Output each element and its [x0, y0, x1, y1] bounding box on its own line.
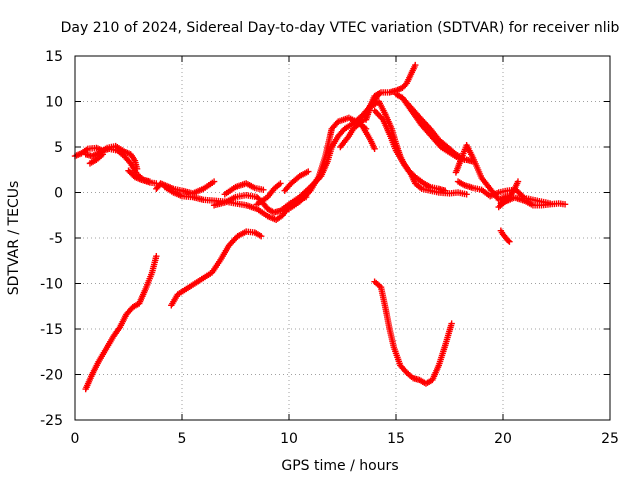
y-tick-label: -15: [40, 322, 63, 338]
grid: [75, 56, 610, 420]
data-points: [71, 61, 569, 393]
data-point: [257, 232, 265, 240]
series-track-c: [86, 151, 107, 167]
y-tick-label: -20: [40, 368, 63, 384]
data-point: [514, 178, 522, 185]
x-axis-label: GPS time / hours: [281, 458, 398, 474]
y-tick-label: 10: [45, 95, 63, 111]
data-point: [519, 193, 527, 200]
series-track-y: [371, 278, 455, 387]
data-point: [546, 200, 554, 207]
x-tick-label: 0: [71, 431, 80, 447]
data-point: [412, 61, 419, 69]
data-point: [371, 145, 378, 153]
y-tick-label: 15: [45, 49, 63, 65]
data-point: [510, 194, 517, 202]
y-axis-label: SDTVAR / TECUs: [6, 181, 22, 296]
series-track-s: [454, 178, 554, 207]
data-point: [506, 238, 513, 245]
data-point: [442, 187, 449, 194]
data-point: [448, 320, 455, 327]
series-track-h: [221, 180, 267, 198]
series-track-u: [495, 194, 517, 211]
chart-title: Day 210 of 2024, Sidereal Day-to-day VTE…: [61, 20, 620, 36]
y-tick-label: 0: [54, 186, 63, 202]
data-point: [277, 180, 284, 187]
x-tick-label: 20: [494, 431, 512, 447]
data-point: [505, 237, 512, 244]
axis-ticks: 0 5 10 15 20 25 -25 -20 -15 -10 -5 0 5 10 15: [40, 49, 619, 447]
data-point: [99, 151, 107, 158]
series-track-p: [399, 94, 468, 163]
plot-frame: [74, 55, 611, 421]
data-point: [463, 191, 470, 198]
y-tick-label: 5: [54, 140, 63, 156]
data-point: [561, 201, 569, 208]
series-track-i: [253, 180, 284, 208]
series-track-g: [210, 91, 383, 216]
data-point: [153, 253, 160, 260]
y-tick-label: -25: [40, 413, 63, 429]
series-track-n: [371, 107, 449, 194]
y-tick-label: -5: [49, 231, 63, 247]
data-point: [210, 178, 218, 185]
y-tick-label: -10: [40, 277, 63, 293]
x-tick-label: 5: [178, 431, 187, 447]
series-track-j: [281, 168, 312, 194]
series-track-v: [497, 227, 513, 245]
x-tick-label: 15: [387, 431, 405, 447]
series-track-w: [82, 253, 160, 393]
x-tick-label: 10: [280, 431, 298, 447]
data-point: [305, 168, 312, 175]
x-tick-label: 25: [601, 431, 619, 447]
series-track-x: [168, 228, 265, 309]
data-point: [260, 186, 267, 193]
series-track-q: [358, 121, 378, 153]
data-point: [133, 165, 141, 173]
